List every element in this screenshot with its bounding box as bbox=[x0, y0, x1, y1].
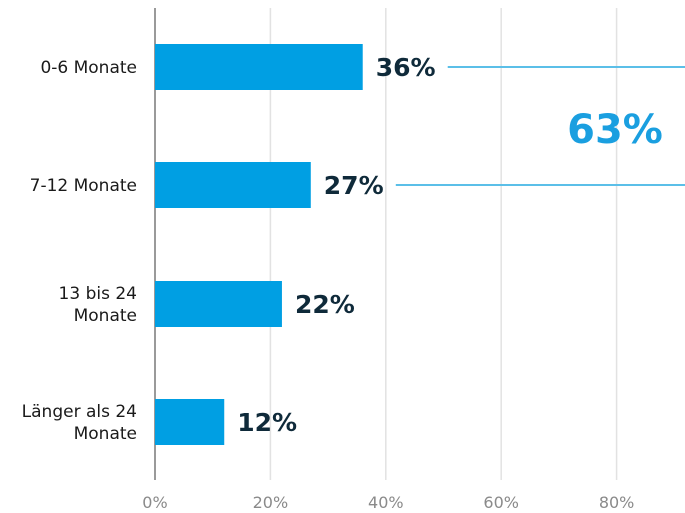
x-tick-label: 80% bbox=[599, 493, 635, 512]
category-label: 13 bis 24 Monate bbox=[59, 284, 137, 326]
bar bbox=[155, 399, 225, 445]
bars bbox=[155, 44, 363, 445]
x-tick-labels: 0% 20% 40% 60% 80% bbox=[142, 493, 634, 512]
x-tick-label: 0% bbox=[142, 493, 167, 512]
category-label: Länger als 24 Monate bbox=[22, 402, 137, 444]
x-tick-label: 60% bbox=[483, 493, 519, 512]
bar bbox=[155, 44, 363, 90]
category-label: 0-6 Monate bbox=[40, 58, 137, 78]
value-label: 12% bbox=[237, 408, 297, 437]
bar bbox=[155, 281, 282, 327]
gridlines bbox=[269, 8, 618, 480]
value-label: 36% bbox=[376, 53, 436, 82]
value-label: 27% bbox=[324, 171, 384, 200]
value-labels: 36% 27% 22% 12% bbox=[237, 53, 435, 437]
bar bbox=[155, 162, 311, 208]
value-label: 22% bbox=[295, 290, 355, 319]
annotation: 63% bbox=[395, 66, 685, 186]
x-tick-label: 40% bbox=[368, 493, 404, 512]
x-tick-label: 20% bbox=[253, 493, 289, 512]
category-labels: 0-6 Monate 7-12 Monate 13 bis 24 Monate Läng… bbox=[22, 58, 137, 444]
summary-label: 63% bbox=[567, 107, 663, 153]
category-label: 7-12 Monate bbox=[30, 176, 137, 196]
